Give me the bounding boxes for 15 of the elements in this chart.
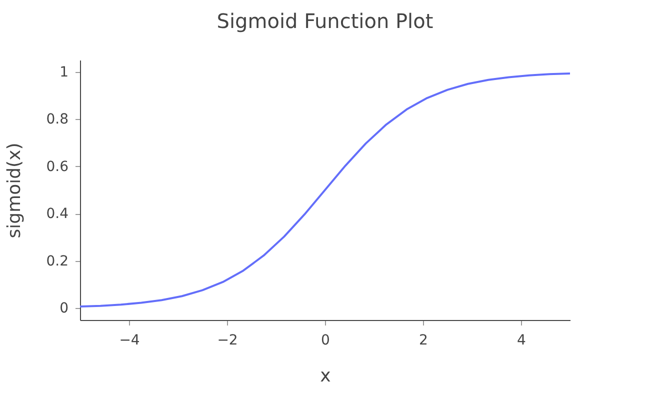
y-tick-label: 0.6 [46,158,69,175]
y-tick-label: 1 [60,64,68,80]
x-axis-title: x [320,366,332,386]
x-tick-label: −4 [119,332,140,348]
chart-title: Sigmoid Function Plot [216,9,434,33]
y-tick-label: 0 [60,300,68,317]
y-tick-label: 0.4 [46,206,69,222]
x-tick-label: 4 [517,332,526,348]
x-tick-label: −2 [217,332,238,348]
x-tick-label: 0 [321,332,330,348]
x-tick-label: 2 [419,332,428,348]
line-series [80,72,570,308]
y-tick-label: 0.2 [46,253,68,270]
y-tick-label: 0.8 [46,112,68,128]
y-axis-title: sigmoid(x) [4,142,26,238]
